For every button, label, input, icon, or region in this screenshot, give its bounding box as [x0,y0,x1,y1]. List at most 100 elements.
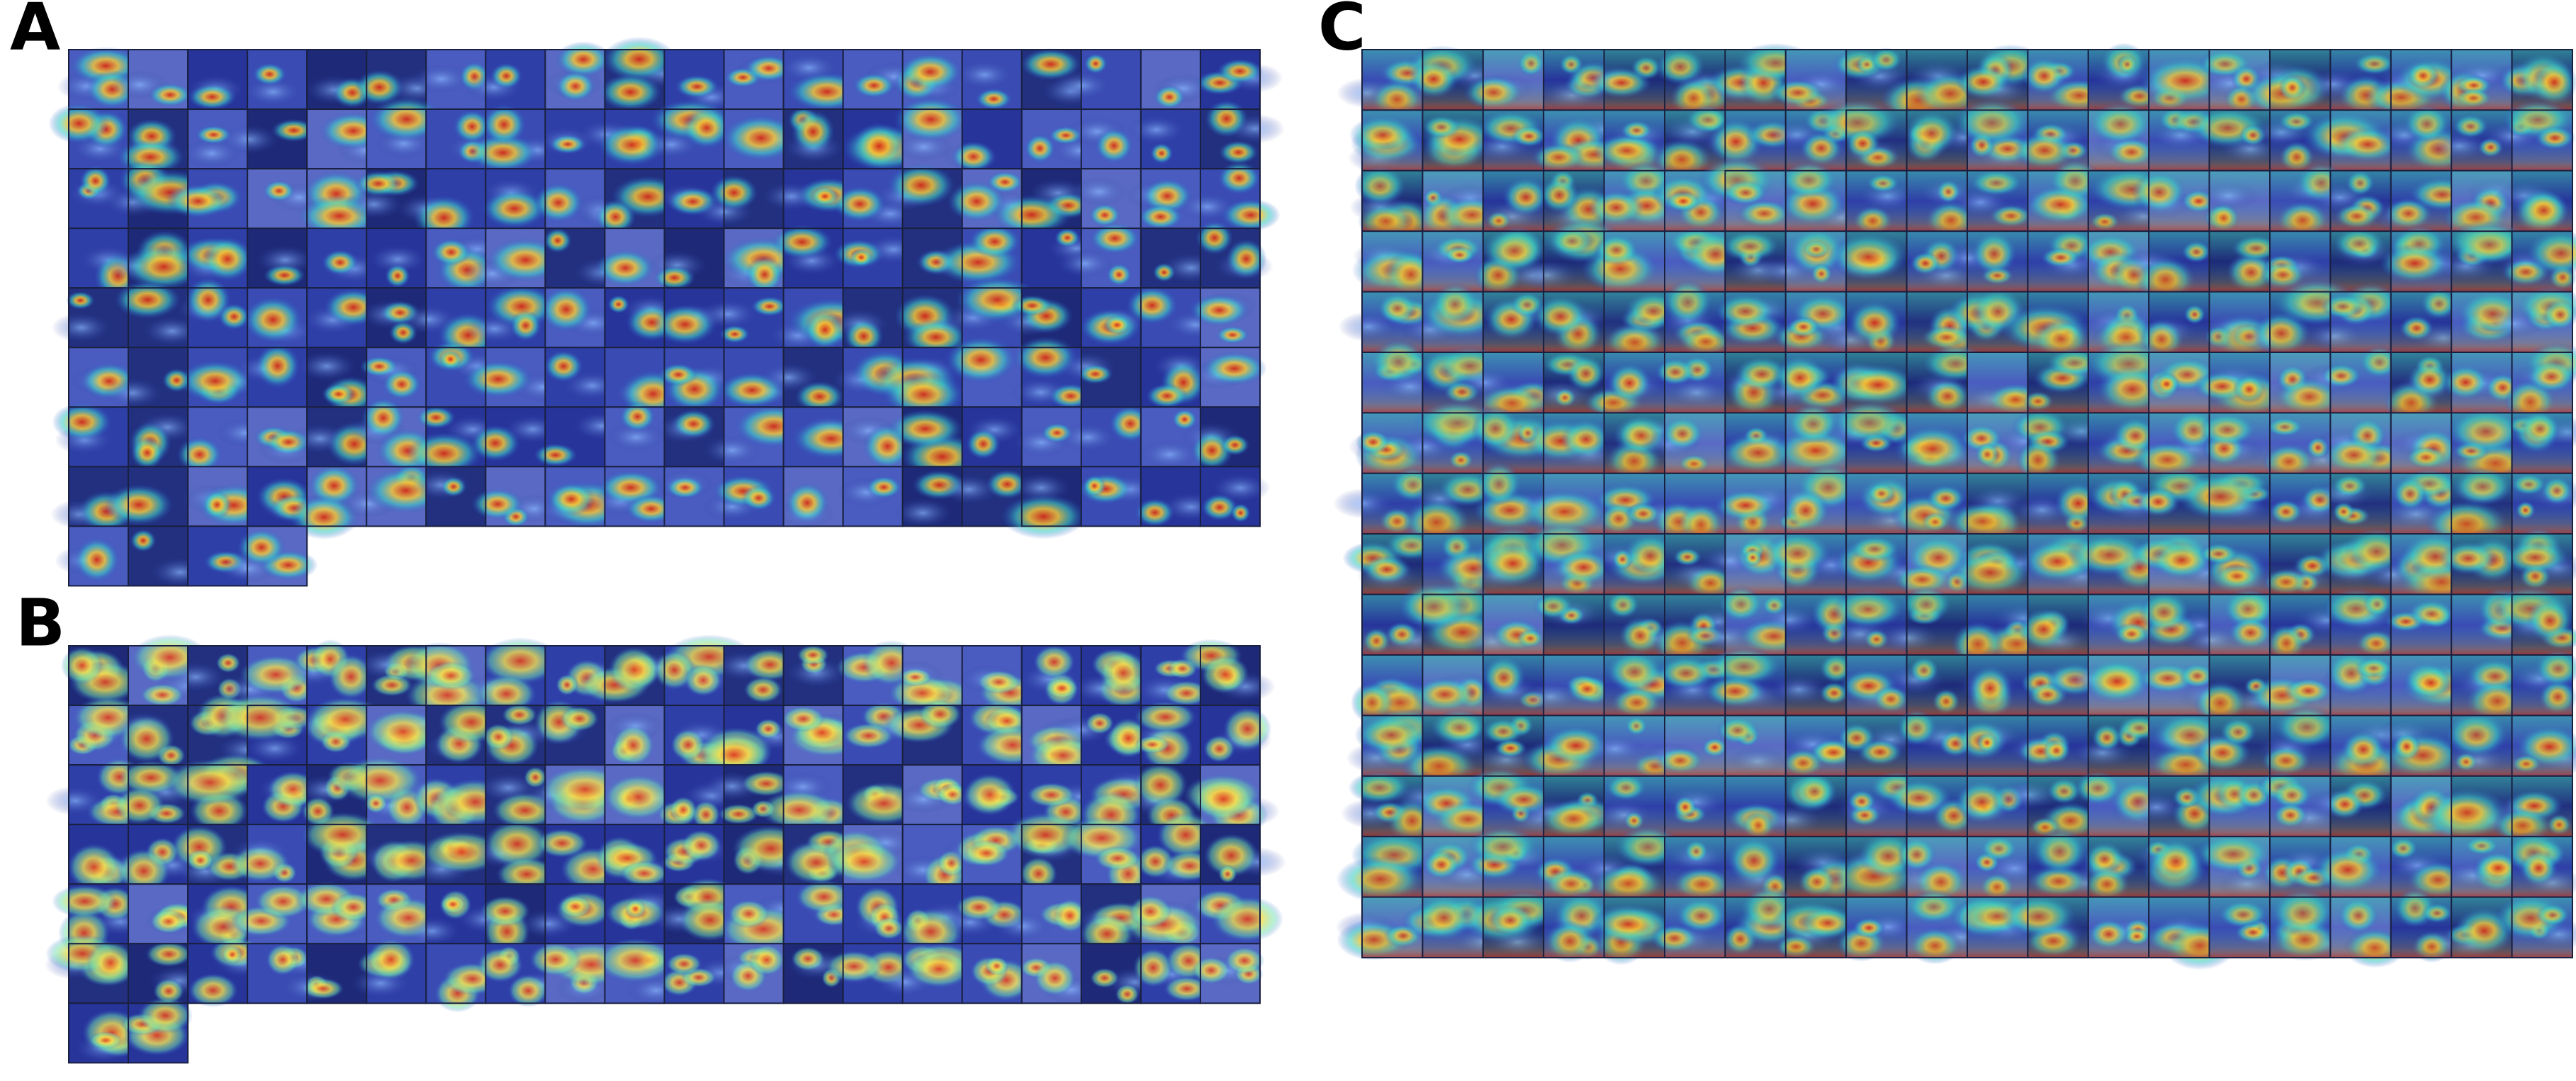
tile-edge [1422,715,1483,776]
heatmap-tile [1904,109,1994,172]
heat-blob [1225,946,1265,975]
heat-blob [1045,677,1079,699]
heat-blob [671,409,716,439]
tile-edge [2209,170,2270,232]
tile-border [128,1002,189,1064]
tile-edge [2390,715,2452,776]
heat-blob [496,857,557,892]
heatmap-tile [653,287,726,349]
heatmap-tile [544,41,612,111]
heatmap-tile [2198,169,2271,234]
heat-blob [1203,834,1259,878]
tile-edge [1604,352,1665,413]
heat-blob [865,476,902,499]
heatmap-tile [961,700,1049,766]
tile-texture [992,911,1052,941]
heatmap-tile [1199,466,1271,527]
heat-blob [305,697,386,742]
heat-blob [440,476,467,498]
heat-blob [1135,498,1175,527]
tile-edge [1483,170,1544,232]
heat-blob [1201,351,1267,386]
tile-edge [2512,897,2572,958]
tile-edge [2088,594,2149,655]
heat-blob [1220,198,1281,232]
tile-edge [1785,655,1847,716]
tile-edge [2512,534,2572,595]
tile-edge [2451,413,2512,474]
heat-blob [1033,645,1075,679]
heat-blob [887,163,955,207]
heat-blob [833,186,887,223]
heatmap-tile [247,228,315,289]
heat-blob [480,637,561,685]
tile-edge [1665,897,1726,958]
heatmap-tile [116,108,189,175]
heat-blob [262,179,296,202]
tile-edge [2390,413,2452,474]
tile-edge [1665,715,1726,776]
heatmap-tile [1716,715,1789,777]
heatmap-tile [935,224,1023,289]
heatmap-tile [467,104,567,172]
tile-edge [2027,473,2088,534]
heatmap-tile [179,228,254,289]
heat-blob [950,141,996,173]
tile-edge [1362,110,1423,171]
heatmap-tile [2020,49,2113,113]
tile-edge [1604,291,1665,352]
heat-blob [263,264,306,286]
heat-blob [1128,895,1173,929]
heat-blob [470,425,521,462]
heat-blob [546,482,596,516]
heat-blob [301,812,384,858]
heatmap-tile [1770,49,1852,113]
heat-blob [595,249,656,287]
heat-blob [510,310,542,342]
tile-edge [1362,655,1423,716]
tile-texture [344,189,404,220]
heatmap-tile [297,347,377,413]
heatmap-tile [1188,347,1267,408]
tile-edge [2088,655,2149,716]
heat-blob [1217,162,1261,195]
tile-edge [2330,352,2391,413]
heatmap-tile [590,466,677,527]
heatmap-tile [1664,836,1732,902]
tile-edge [2330,413,2391,474]
heat-blob [744,55,794,82]
heat-blob [114,280,181,319]
heatmap-tile [842,883,912,945]
tile-edge [2512,715,2572,776]
heat-blob [359,356,399,377]
tile-edge [2451,352,2512,413]
heat-blob [810,186,840,207]
heatmap-tile [2320,651,2394,717]
heatmap-tile [366,228,428,289]
heatmap-tile [471,466,564,527]
heat-blob [354,170,403,197]
heat-blob [608,646,660,693]
heat-blob [1134,701,1197,733]
heatmap-tile [350,939,427,1004]
heat-blob [266,943,300,976]
heat-blob [1103,315,1132,335]
heat-blob [963,773,1016,816]
tile-edge [2512,655,2572,716]
tile-texture [1054,248,1115,279]
tile-texture [702,435,763,466]
heatmap-tile [1351,230,1439,299]
heat-blob [1149,142,1174,164]
heat-blob [322,383,356,405]
heat-blob [781,705,826,732]
tile-edge [2512,775,2572,837]
heat-blob [1200,654,1249,695]
heatmap-tile [463,637,561,714]
heatmap-tile [650,878,741,945]
heatmap-tile [893,764,969,826]
heat-blob [1218,140,1259,164]
tile-edge [2088,897,2149,958]
heat-blob [558,895,592,919]
heatmap-tile [1698,157,1796,233]
